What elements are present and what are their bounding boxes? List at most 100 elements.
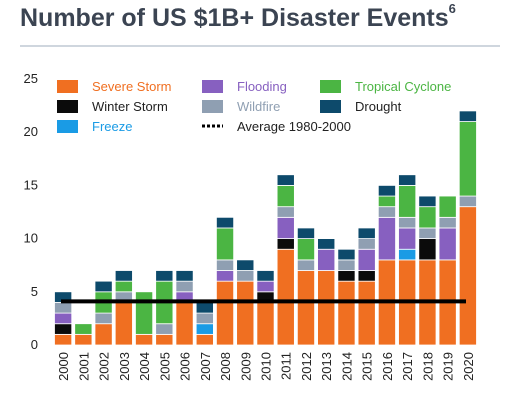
y-axis: 0 5 10 15 20 25 bbox=[24, 71, 38, 352]
bar-segment-wildfire-2018 bbox=[418, 227, 437, 240]
bar-segment-wildfire-2008 bbox=[216, 259, 235, 271]
bar-segment-wildfire-2005 bbox=[155, 323, 174, 335]
bar-segment-severe-storm-2003 bbox=[114, 302, 133, 346]
bar-segment-drought-2003 bbox=[114, 270, 133, 282]
legend-swatch-flooding bbox=[202, 80, 223, 93]
x-axis: 2000 2001 2002 2003 2004 2005 2006 2007 2008 2009… bbox=[56, 352, 476, 381]
bar-segment-severe-storm-2009 bbox=[236, 280, 255, 346]
bar-segment-drought-2005 bbox=[155, 270, 174, 282]
bar-segment-wildfire-2016 bbox=[377, 206, 396, 218]
bar-segment-wildfire-2007 bbox=[195, 312, 214, 325]
bar-segment-flooding-2017 bbox=[398, 227, 417, 250]
bar-segment-severe-storm-2010 bbox=[256, 302, 275, 346]
x-tick-label: 2020 bbox=[461, 352, 476, 381]
x-tick-label: 2016 bbox=[380, 352, 395, 381]
x-tick-label: 2013 bbox=[319, 352, 334, 381]
bar-segment-severe-storm-2013 bbox=[317, 270, 336, 346]
bar-segment-wildfire-2020 bbox=[458, 195, 477, 208]
x-tick-label: 2019 bbox=[441, 352, 456, 381]
bar-segment-drought-2015 bbox=[357, 227, 376, 240]
x-tick-label: 2014 bbox=[339, 352, 354, 381]
x-tick-label: 2001 bbox=[76, 352, 91, 381]
bar-segment-drought-2018 bbox=[418, 195, 437, 208]
bar-segment-severe-storm-2002 bbox=[94, 323, 113, 346]
bar-segment-wildfire-2009 bbox=[236, 270, 255, 282]
bar-segment-flooding-2015 bbox=[357, 248, 376, 271]
bar-segment-drought-2016 bbox=[377, 184, 396, 197]
bar-segment-flooding-2013 bbox=[317, 248, 336, 271]
bar-segment-severe-storm-2015 bbox=[357, 280, 376, 346]
x-tick-label: 2015 bbox=[360, 352, 375, 381]
x-tick-label: 2017 bbox=[400, 352, 415, 381]
bar-segment-drought-2014 bbox=[337, 248, 356, 261]
bar-segment-wildfire-2011 bbox=[276, 206, 295, 218]
bar-segment-wildfire-2015 bbox=[357, 238, 376, 250]
y-tick-label: 20 bbox=[24, 124, 38, 139]
bar-segment-severe-storm-2005 bbox=[155, 333, 174, 346]
bar-segment-severe-storm-2001 bbox=[74, 333, 93, 346]
legend-swatch-freeze bbox=[57, 120, 78, 133]
bar-segment-wildfire-2014 bbox=[337, 259, 356, 271]
bar-segment-winter-storm-2000 bbox=[54, 323, 73, 335]
x-tick-label: 2005 bbox=[157, 352, 172, 381]
x-tick-label: 2007 bbox=[198, 352, 213, 381]
bar-segment-winter-storm-2015 bbox=[357, 270, 376, 282]
bar-segment-winter-storm-2011 bbox=[276, 238, 295, 250]
chart-title: Number of US $1B+ Disaster Events6 bbox=[20, 1, 456, 33]
bar-segment-tropical-cyclone-2008 bbox=[216, 227, 235, 261]
x-tick-label: 2002 bbox=[97, 352, 112, 381]
legend: Severe Storm Flooding Tropical Cyclone Wint… bbox=[57, 79, 451, 134]
legend-swatch-severe-storm bbox=[57, 80, 78, 93]
bar-segment-drought-2011 bbox=[276, 174, 295, 186]
x-tick-label: 2003 bbox=[117, 352, 132, 381]
bar-segment-drought-2009 bbox=[236, 259, 255, 271]
x-tick-label: 2004 bbox=[137, 352, 152, 381]
bar-segment-severe-storm-2020 bbox=[458, 206, 477, 346]
bar-segment-tropical-cyclone-2001 bbox=[74, 323, 93, 335]
legend-label-flooding: Flooding bbox=[237, 79, 287, 94]
bar-segment-wildfire-2002 bbox=[94, 312, 113, 325]
bar-segment-freeze-2007 bbox=[195, 323, 214, 335]
bar-segment-drought-2010 bbox=[256, 270, 275, 282]
bar-segment-wildfire-2006 bbox=[175, 280, 194, 293]
bar-segment-flooding-2016 bbox=[377, 216, 396, 261]
bar-segment-severe-storm-2006 bbox=[175, 302, 194, 346]
x-tick-label: 2009 bbox=[238, 352, 253, 381]
y-tick-label: 5 bbox=[31, 284, 38, 299]
legend-swatch-winter-storm bbox=[57, 100, 78, 113]
bar-segment-drought-2006 bbox=[175, 270, 194, 282]
bar-series-group bbox=[54, 110, 477, 346]
bar-segment-drought-2013 bbox=[317, 238, 336, 250]
bar-segment-severe-storm-2014 bbox=[337, 280, 356, 346]
bar-segment-drought-2017 bbox=[398, 174, 417, 186]
x-tick-label: 2000 bbox=[56, 352, 71, 381]
bar-segment-flooding-2000 bbox=[54, 312, 73, 325]
legend-swatch-drought bbox=[320, 100, 341, 113]
bar-segment-tropical-cyclone-2019 bbox=[438, 195, 457, 218]
bar-segment-tropical-cyclone-2017 bbox=[398, 184, 417, 218]
bar-segment-severe-storm-2008 bbox=[216, 280, 235, 346]
bar-segment-wildfire-2000 bbox=[54, 302, 73, 314]
title-divider bbox=[20, 45, 500, 47]
bar-segment-drought-2007 bbox=[195, 302, 214, 314]
y-tick-label: 25 bbox=[24, 71, 38, 86]
y-tick-label: 10 bbox=[24, 231, 38, 246]
chart-title-text: Number of US $1B+ Disaster Events bbox=[20, 4, 449, 32]
bar-segment-tropical-cyclone-2011 bbox=[276, 184, 295, 208]
bar-segment-drought-2002 bbox=[94, 280, 113, 293]
x-tick-label: 2018 bbox=[420, 352, 435, 381]
bar-segment-winter-storm-2018 bbox=[418, 238, 437, 261]
bar-segment-tropical-cyclone-2018 bbox=[418, 206, 437, 229]
bar-segment-severe-storm-2004 bbox=[135, 333, 154, 346]
bar-segment-drought-2008 bbox=[216, 216, 235, 229]
bar-segment-severe-storm-2007 bbox=[195, 333, 214, 346]
bar-segment-flooding-2010 bbox=[256, 280, 275, 293]
bar-segment-wildfire-2017 bbox=[398, 216, 417, 229]
bar-segment-tropical-cyclone-2004 bbox=[135, 291, 154, 335]
bar-segment-drought-2012 bbox=[296, 227, 315, 240]
bar-segment-wildfire-2012 bbox=[296, 259, 315, 271]
bar-segment-tropical-cyclone-2016 bbox=[377, 195, 396, 208]
legend-label-tropical-cyclone: Tropical Cyclone bbox=[355, 79, 451, 94]
bar-segment-flooding-2019 bbox=[438, 227, 457, 261]
